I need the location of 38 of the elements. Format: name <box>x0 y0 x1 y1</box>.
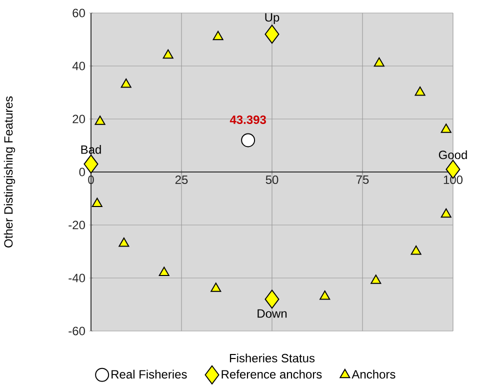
y-tick-label: -60 <box>68 326 85 336</box>
point <box>374 57 384 67</box>
y-tick-label: 40 <box>72 62 85 70</box>
legend-label: Anchors <box>352 370 396 379</box>
y-tick-label: 20 <box>72 114 85 124</box>
legend-label: Real Fisheries <box>112 370 187 379</box>
point <box>370 274 382 284</box>
point <box>440 208 452 218</box>
point <box>264 290 280 309</box>
point <box>84 154 98 174</box>
x-tick-label: 75 <box>356 176 369 184</box>
annotation: 43.393 <box>230 115 266 124</box>
y-tick-label: 60 <box>72 8 85 18</box>
point <box>210 282 222 292</box>
point <box>94 116 106 125</box>
data-label: Down <box>258 309 287 318</box>
point <box>118 238 130 247</box>
point <box>410 246 422 255</box>
point <box>158 266 170 276</box>
point <box>414 86 426 96</box>
y-axis-title: Other Distingishing Features <box>4 96 16 248</box>
x-tick-label: 25 <box>175 176 188 184</box>
y-tick-label: -40 <box>68 274 85 282</box>
data-label: Good <box>438 150 467 160</box>
point <box>120 78 132 88</box>
y-tick-label: -20 <box>68 220 85 230</box>
point <box>212 30 224 40</box>
y-tick-label: 0 <box>79 168 86 176</box>
point <box>162 49 174 59</box>
point <box>320 290 330 300</box>
point <box>241 133 256 148</box>
x-tick-label: 50 <box>266 176 278 184</box>
point <box>264 24 280 44</box>
legend-label: Reference anchors <box>222 370 322 379</box>
x-axis-title: Fisheries Status <box>230 354 315 362</box>
data-label: Up <box>265 13 280 24</box>
point <box>92 198 102 208</box>
point <box>440 124 452 133</box>
